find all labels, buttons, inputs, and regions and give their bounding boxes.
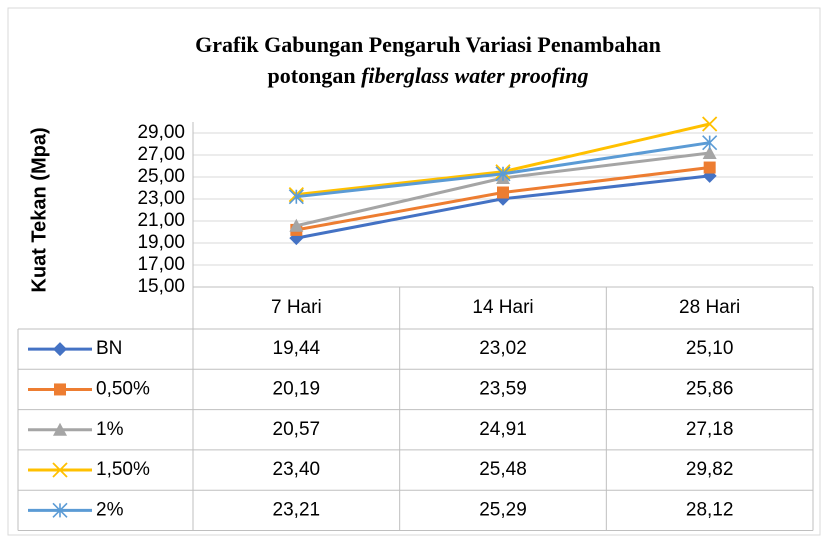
y-tick-label: 17,00	[137, 254, 185, 275]
title-part: potongan	[268, 63, 356, 88]
legend-marker	[54, 383, 66, 396]
marker	[497, 186, 509, 199]
marker	[288, 189, 304, 205]
table-value: 23,21	[273, 499, 321, 520]
x-tick-label: 7 Hari	[271, 297, 322, 318]
table-value: 25,10	[686, 338, 734, 359]
y-tick-label: 29,00	[137, 122, 185, 143]
table-value: 25,29	[479, 499, 527, 520]
legend-label: 2%	[96, 499, 124, 520]
y-tick-label: 21,00	[137, 210, 185, 231]
table-value: 19,44	[273, 338, 321, 359]
marker	[703, 161, 716, 174]
y-tick-label: 27,00	[137, 144, 185, 165]
marker	[702, 146, 717, 160]
legend-marker	[53, 342, 67, 357]
legend-label: 0,50%	[96, 378, 150, 399]
y-tick-label: 19,00	[137, 232, 185, 253]
legend-marker	[52, 462, 68, 478]
marker	[702, 135, 718, 151]
title-italic-part: fiberglass water proofing	[361, 63, 588, 88]
table-value: 24,91	[479, 419, 527, 440]
marker	[702, 116, 718, 132]
legend-label: 1,50%	[96, 459, 150, 480]
table-value: 27,18	[686, 419, 734, 440]
marker	[289, 218, 304, 232]
chart-title-line1: Grafik Gabungan Pengaruh Variasi Penamba…	[195, 32, 661, 57]
legend-label: BN	[96, 338, 122, 359]
x-tick-label: 28 Hari	[679, 297, 740, 318]
table-value: 28,12	[686, 499, 734, 520]
y-axis-label: Kuat Tekan (Mpa)	[28, 127, 50, 292]
legend-marker	[53, 422, 67, 436]
chart-border	[7, 7, 821, 536]
table-value: 25,48	[479, 459, 527, 480]
chart-title-line2: potongan fiberglass water proofing	[268, 63, 589, 88]
legend-label: 1%	[96, 419, 124, 440]
table-value: 23,40	[273, 459, 321, 480]
x-tick-label: 14 Hari	[472, 297, 533, 318]
table-value: 23,02	[479, 338, 527, 359]
y-tick-label: 23,00	[137, 188, 185, 209]
table-value: 23,59	[479, 378, 527, 399]
y-tick-label: 15,00	[137, 276, 185, 297]
table-value: 25,86	[686, 378, 734, 399]
table-value: 20,19	[273, 378, 321, 399]
y-tick-label: 25,00	[137, 166, 185, 187]
table-value: 20,57	[273, 419, 321, 440]
legend-marker	[52, 502, 68, 518]
marker	[495, 166, 511, 182]
table-value: 29,82	[686, 459, 734, 480]
